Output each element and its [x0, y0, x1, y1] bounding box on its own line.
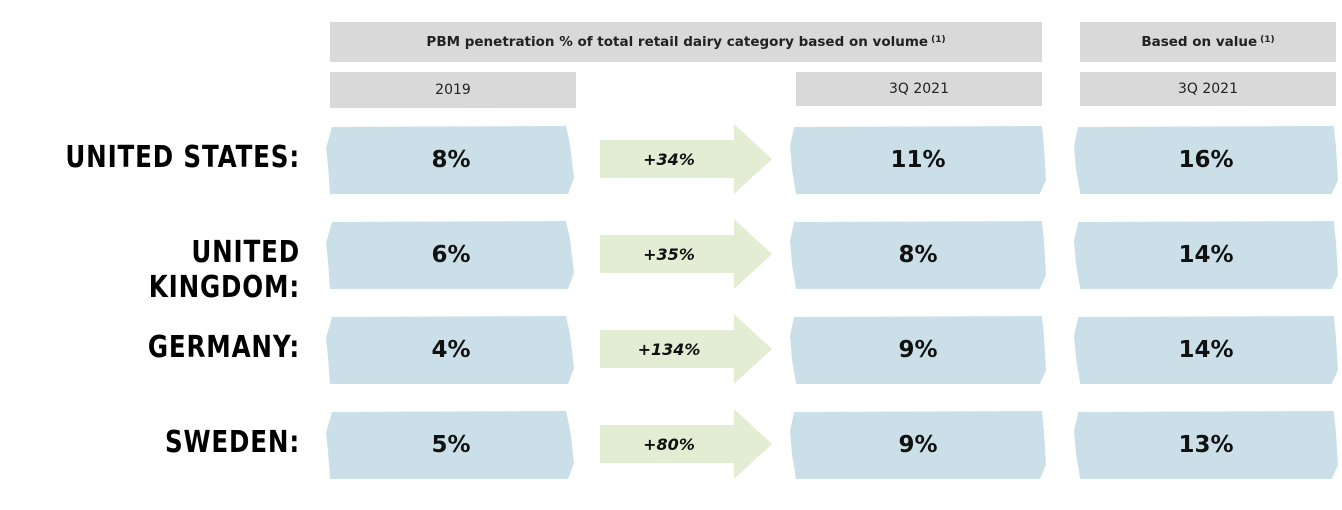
value-box-shape: [790, 411, 1046, 479]
country-label: SWEDEN:: [164, 425, 300, 460]
value-box-shape: [790, 316, 1046, 384]
value-header-footnote: (1): [1260, 35, 1275, 45]
growth-arrow-label: +34%: [643, 149, 695, 169]
value-header-title: Based on value: [1141, 34, 1258, 50]
country-label: UNITED KINGDOM:: [148, 235, 300, 305]
value-3q2021-box-value: 14%: [1178, 337, 1234, 363]
volume-2019-box: 4%: [326, 316, 576, 384]
volume-2019-box-value: 5%: [431, 432, 471, 458]
value-box-shape: [326, 126, 574, 194]
volume-3q2021-box-value: 9%: [898, 432, 938, 458]
volume-2019-box: 5%: [326, 411, 576, 479]
arrow-right-icon: [600, 409, 772, 479]
growth-arrow: +34%: [600, 124, 772, 194]
value-3q2021-box: 14%: [1074, 316, 1338, 384]
volume-3q2021-box: 11%: [790, 126, 1046, 194]
volume-header-footnote: (1): [931, 35, 946, 45]
period-3q2021-value-header: 3Q 2021: [1080, 72, 1336, 106]
value-header: Based on value (1): [1080, 22, 1336, 62]
arrow-right-icon: [600, 124, 772, 194]
value-3q2021-box: 16%: [1074, 126, 1338, 194]
value-box-shape: [1074, 411, 1338, 479]
volume-3q2021-box: 9%: [790, 316, 1046, 384]
volume-3q2021-box-value: 11%: [890, 147, 946, 173]
value-box-shape: [790, 126, 1046, 194]
volume-2019-box-value: 6%: [431, 242, 471, 268]
growth-arrow: +80%: [600, 409, 772, 479]
arrow-right-icon: [600, 314, 772, 384]
growth-arrow-label: +134%: [637, 339, 701, 359]
value-3q2021-box: 14%: [1074, 221, 1338, 289]
country-label: UNITED STATES:: [65, 140, 300, 175]
volume-2019-box-value: 8%: [431, 147, 471, 173]
volume-2019-box: 8%: [326, 126, 576, 194]
value-3q2021-box-value: 13%: [1178, 432, 1234, 458]
value-box-shape: [1074, 316, 1338, 384]
arrow-right-icon: [600, 219, 772, 289]
growth-arrow-label: +80%: [643, 434, 695, 454]
growth-arrow: +35%: [600, 219, 772, 289]
period-3q2021-volume-header: 3Q 2021: [796, 72, 1042, 106]
value-box-shape: [326, 316, 574, 384]
value-3q2021-box: 13%: [1074, 411, 1338, 479]
volume-3q2021-box: 8%: [790, 221, 1046, 289]
volume-3q2021-box: 9%: [790, 411, 1046, 479]
value-box-shape: [1074, 126, 1338, 194]
value-3q2021-box-value: 16%: [1178, 147, 1234, 173]
growth-arrow-label: +35%: [643, 244, 695, 264]
volume-header-title: PBM penetration % of total retail dairy …: [426, 34, 929, 50]
country-label: GERMANY:: [147, 330, 300, 365]
volume-3q2021-box-value: 8%: [898, 242, 938, 268]
volume-header: PBM penetration % of total retail dairy …: [330, 22, 1042, 62]
value-box-shape: [1074, 221, 1338, 289]
value-box-shape: [326, 221, 574, 289]
value-box-shape: [790, 221, 1046, 289]
volume-3q2021-box-value: 9%: [898, 337, 938, 363]
value-box-shape: [326, 411, 574, 479]
value-3q2021-box-value: 14%: [1178, 242, 1234, 268]
period-2019-header: 2019: [330, 72, 576, 108]
volume-2019-box-value: 4%: [431, 337, 471, 363]
volume-2019-box: 6%: [326, 221, 576, 289]
growth-arrow: +134%: [600, 314, 772, 384]
